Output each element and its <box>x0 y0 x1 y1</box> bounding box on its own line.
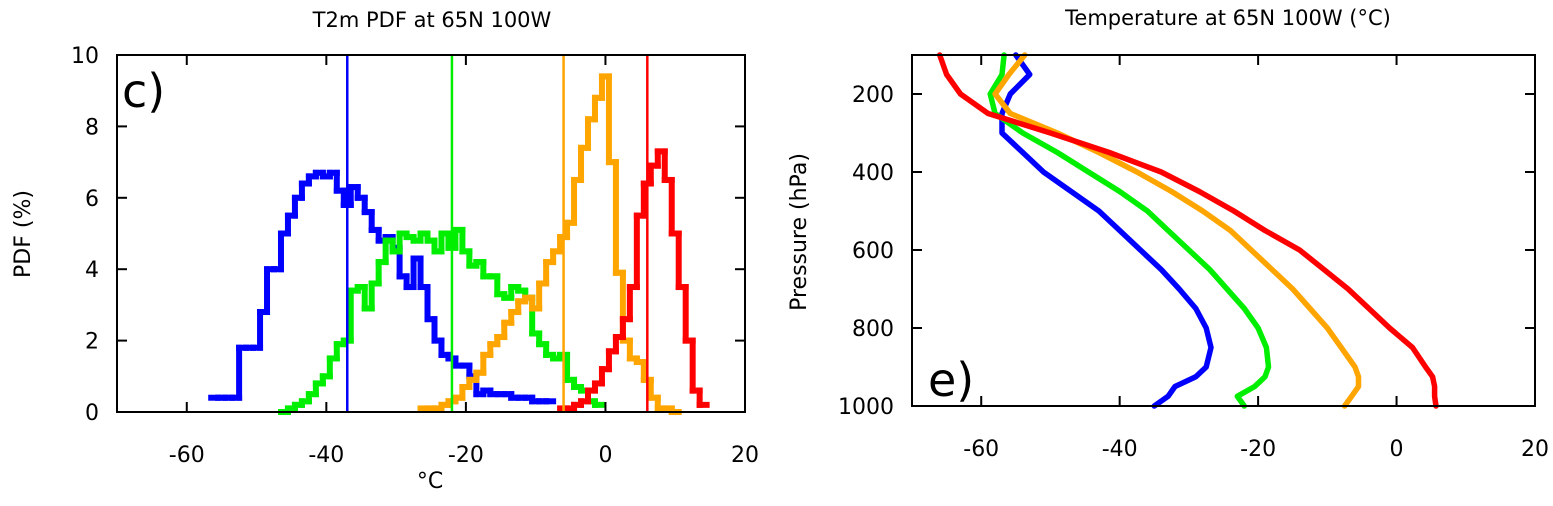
plot-frame <box>911 54 1536 407</box>
chart-title: Temperature at 65N 100W (°C) <box>1064 6 1391 30</box>
x-tick-label: -20 <box>448 443 484 468</box>
y-tick-label: 4 <box>85 258 99 283</box>
y-axis-label: PDF (%) <box>11 190 36 278</box>
y-tick-label: 600 <box>852 239 894 264</box>
panel-label: e) <box>928 353 974 407</box>
x-tick-label: -60 <box>169 443 205 468</box>
profile-line <box>936 52 1439 409</box>
profile-line <box>999 52 1214 409</box>
x-tick-label: 20 <box>731 443 759 468</box>
y-tick-label: 1000 <box>838 395 894 420</box>
x-tick-label: 0 <box>598 443 612 468</box>
y-tick-label: 0 <box>85 401 99 426</box>
x-tick-label: -60 <box>963 437 999 462</box>
y-tick-label: 2 <box>85 330 99 355</box>
chart-title: T2m PDF at 65N 100W <box>312 8 552 32</box>
y-tick-label: 400 <box>852 161 894 186</box>
x-axis-label: °C <box>417 469 443 494</box>
x-tick-label: -40 <box>308 443 344 468</box>
y-tick-label: 200 <box>852 83 894 108</box>
y-tick-label: 800 <box>852 317 894 342</box>
x-tick-label: 20 <box>1521 437 1549 462</box>
x-tick-label: -20 <box>1240 437 1276 462</box>
y-tick-label: 6 <box>85 187 99 212</box>
y-axis-label: Pressure (hPa) <box>787 153 812 311</box>
y-tick-label: 10 <box>71 44 99 69</box>
x-tick-label: -40 <box>1102 437 1138 462</box>
panel-label: c) <box>122 64 165 118</box>
profile-line <box>992 52 1362 409</box>
y-tick-label: 8 <box>85 115 99 140</box>
plot-frame <box>116 54 746 413</box>
x-tick-label: 0 <box>1390 437 1404 462</box>
